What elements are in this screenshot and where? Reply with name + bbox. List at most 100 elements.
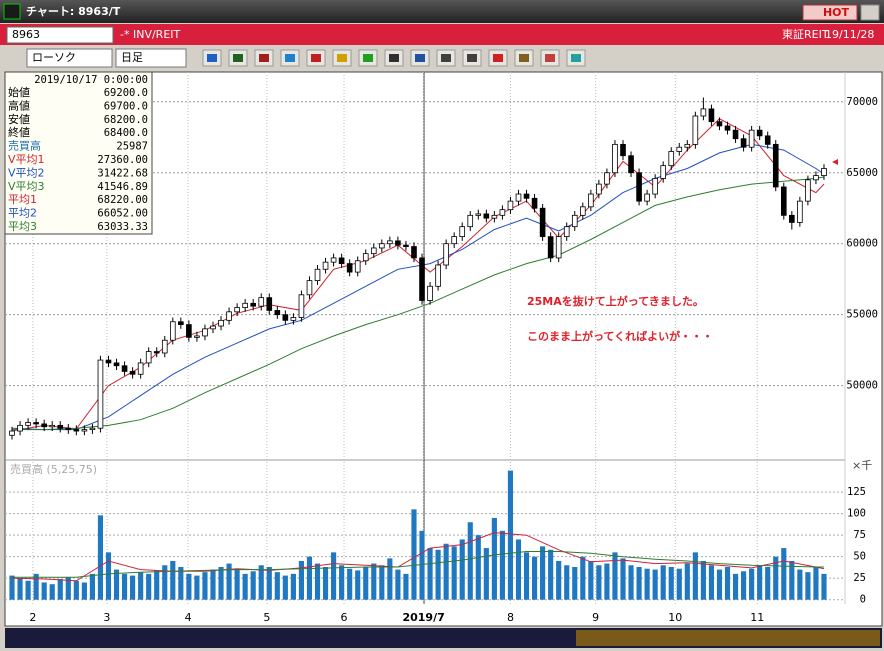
volume-bar — [652, 569, 658, 600]
x-tick-label: 10 — [668, 611, 682, 624]
period-text[interactable]: 日足 — [121, 51, 143, 64]
info-value: 68400.0 — [104, 127, 148, 139]
volume-bar — [218, 566, 224, 600]
toolbar-icon — [545, 54, 555, 62]
volume-bar — [73, 580, 79, 600]
volume-bar — [732, 573, 739, 600]
candle-body — [330, 257, 337, 263]
candle-body — [756, 129, 763, 137]
candle-body — [684, 143, 691, 148]
info-value: 25987 — [116, 141, 148, 153]
y-tick-label: 100 — [847, 508, 866, 520]
hot-button[interactable] — [802, 4, 858, 21]
toolbar-icon — [233, 54, 243, 62]
candle-body — [523, 193, 530, 199]
candle-body — [314, 268, 321, 282]
x-tick-label: 9 — [592, 611, 599, 624]
volume-bar — [765, 566, 771, 600]
candle-body — [732, 129, 739, 140]
code-text[interactable]: 8963 — [12, 28, 40, 41]
volume-bar — [604, 563, 610, 600]
style-text[interactable]: ローソク — [32, 51, 76, 64]
close-button[interactable] — [860, 4, 880, 21]
candle-body — [97, 359, 104, 429]
volume-bar — [121, 573, 128, 600]
candle-body — [403, 244, 409, 247]
candle-body — [797, 200, 803, 223]
volume-bar — [33, 573, 39, 600]
candle-body — [563, 226, 570, 238]
info-value: 68220.00 — [97, 194, 148, 206]
candle-body — [789, 214, 795, 223]
candle-body — [33, 422, 39, 425]
market: 東証REIT — [782, 28, 829, 41]
candle-body — [475, 213, 482, 216]
info-label: 平均3 — [8, 220, 37, 233]
candle-body — [499, 209, 506, 216]
candle-body — [419, 257, 425, 301]
volume-bar — [692, 552, 698, 600]
volume-bar — [676, 568, 682, 600]
volume-bar — [596, 565, 602, 600]
candle-body — [145, 351, 152, 364]
volume-bar — [419, 530, 425, 600]
volume-bar — [612, 552, 618, 600]
volume-bar — [186, 573, 192, 600]
candle-body — [571, 214, 578, 228]
annotation: 25MAを抜けて上がってきました。 — [527, 294, 704, 308]
title-bar — [0, 0, 884, 23]
candle-body — [81, 429, 88, 432]
candle-body — [459, 226, 466, 238]
volume-bar — [339, 565, 345, 600]
volume-bar — [443, 543, 449, 600]
info-value: 69200.0 — [104, 87, 148, 99]
volume-bar — [628, 565, 634, 600]
info-label: 高値 — [8, 98, 30, 112]
volume-average-line — [11, 532, 825, 582]
hot-label[interactable]: HOT — [823, 6, 850, 19]
candle-body — [660, 165, 667, 179]
volume-bar — [371, 563, 377, 600]
volume-bar — [789, 560, 795, 600]
info-label: V平均2 — [8, 166, 45, 179]
x-tick-label: 8 — [507, 611, 514, 624]
info-label: 安値 — [8, 112, 30, 126]
candle-body — [668, 151, 675, 167]
toolbar-icon — [441, 54, 451, 62]
candle-body — [282, 314, 289, 321]
last-price-arrow — [832, 159, 838, 165]
volume-bar — [588, 560, 594, 600]
candle-body — [322, 261, 329, 270]
candle-body — [178, 321, 184, 326]
style-select[interactable] — [26, 48, 113, 68]
volume-bar — [805, 572, 811, 600]
volume-bar — [813, 566, 819, 600]
volume-bar — [483, 548, 489, 600]
app-icon — [3, 3, 21, 20]
candle-body — [716, 121, 723, 127]
candle-body — [427, 285, 433, 301]
volume-bar — [363, 566, 369, 600]
candle-body — [298, 294, 305, 318]
candle-body — [620, 143, 626, 157]
volume-bar — [274, 572, 280, 600]
scroll-thumb[interactable] — [576, 630, 880, 646]
volume-bar — [355, 570, 361, 600]
toolbar-icon — [337, 54, 347, 62]
volume-bar — [403, 573, 409, 600]
volume-bar — [379, 565, 385, 600]
volume-bar — [65, 577, 71, 600]
candle-body — [226, 311, 232, 321]
toolbar-icon — [207, 54, 217, 62]
candle-body — [370, 247, 377, 255]
code-input[interactable] — [6, 26, 114, 44]
volume-bar — [25, 580, 31, 600]
window-title: チャート: 8963/T — [26, 5, 121, 18]
y-tick-label: 75 — [853, 529, 866, 541]
candle-body — [692, 115, 699, 145]
period-select[interactable] — [115, 48, 187, 68]
volume-bar — [821, 573, 827, 600]
candle-body — [764, 135, 771, 145]
toolbar-icon — [467, 54, 477, 62]
